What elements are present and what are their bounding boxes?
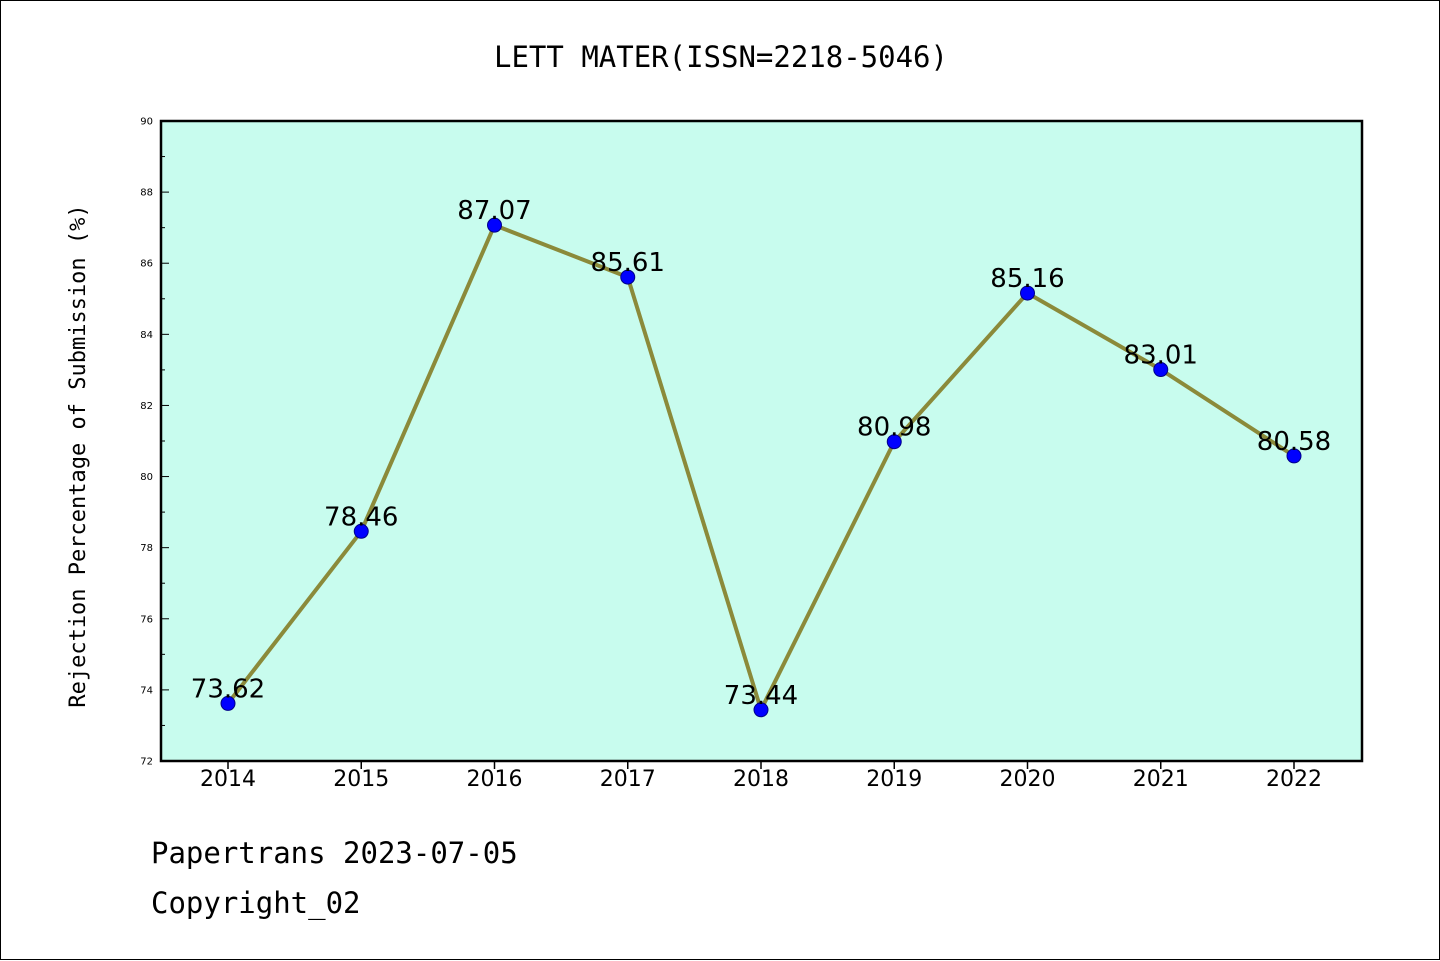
data-label: 78.46 [324, 502, 398, 532]
data-point-marker [353, 523, 369, 539]
data-point-marker [1153, 362, 1169, 378]
data-point-marker [220, 695, 236, 711]
y-tick-label: 90 [140, 117, 153, 128]
data-point-marker [753, 702, 769, 718]
y-tick-label: 88 [140, 188, 153, 199]
x-tick-label: 2020 [1000, 767, 1056, 792]
data-label: 80.58 [1257, 427, 1331, 457]
x-tick-label: 2022 [1266, 767, 1322, 792]
y-tick-label: 72 [140, 757, 153, 768]
y-tick-label: 76 [140, 614, 153, 625]
data-label: 73.62 [191, 674, 265, 704]
data-label: 80.98 [857, 413, 931, 443]
data-point-marker [886, 434, 902, 450]
y-tick-label: 84 [140, 330, 153, 341]
x-axis-ticks: 2014 2015 2016 2017 2018 2019 2020 2021 2022 [200, 761, 1322, 792]
x-tick-label: 2016 [467, 767, 523, 792]
data-point-marker [1020, 285, 1035, 301]
data-point-marker [620, 269, 636, 285]
x-tick-label: 2017 [600, 767, 656, 792]
y-tick-label: 78 [140, 543, 153, 554]
y-tick-label: 80 [140, 472, 153, 483]
y-axis-label: Rejection Percentage of Submission (%) [66, 204, 91, 707]
y-tick-label: 74 [140, 685, 153, 696]
data-points [220, 217, 1302, 718]
x-tick-label: 2014 [200, 767, 256, 792]
y-axis-ticks: 72 74 76 78 80 82 84 86 88 90 [140, 117, 169, 768]
data-label: 73.44 [724, 681, 798, 711]
data-point-marker [487, 217, 502, 233]
data-point-marker [1286, 448, 1302, 464]
data-label: 87.07 [457, 196, 531, 226]
x-tick-label: 2015 [333, 767, 389, 792]
footer-date: Papertrans 2023-07-05 [151, 836, 518, 870]
data-label: 85.61 [591, 248, 665, 278]
footer-copyright: Copyright_02 [151, 886, 361, 920]
y-tick-label: 82 [140, 401, 153, 412]
plot-area [161, 121, 1362, 761]
data-labels: 73.62 78.46 87.07 85.61 73.44 80.98 85.16 83.01… [191, 196, 1331, 711]
x-tick-label: 2021 [1133, 767, 1189, 792]
data-label: 83.01 [1124, 341, 1198, 371]
data-label: 85.16 [990, 264, 1064, 294]
x-tick-label: 2019 [866, 767, 922, 792]
x-tick-label: 2018 [733, 767, 789, 792]
chart-title: LETT MATER(ISSN=2218-5046) [494, 40, 948, 74]
y-tick-label: 86 [140, 259, 153, 270]
plot-frame [159, 119, 1364, 763]
